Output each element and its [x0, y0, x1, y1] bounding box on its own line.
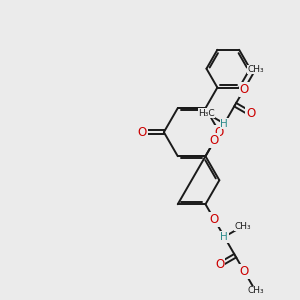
Text: H₃C: H₃C: [198, 109, 214, 118]
Text: H: H: [220, 118, 228, 129]
Text: O: O: [210, 134, 219, 147]
Text: O: O: [137, 126, 147, 139]
Text: O: O: [246, 107, 255, 120]
Text: O: O: [215, 258, 224, 271]
Text: CH₃: CH₃: [234, 222, 250, 231]
Text: O: O: [210, 213, 219, 226]
Text: H: H: [220, 232, 228, 242]
Text: O: O: [239, 265, 249, 278]
Text: CH₃: CH₃: [247, 286, 264, 296]
Text: O: O: [215, 126, 224, 139]
Text: CH₃: CH₃: [247, 65, 264, 74]
Text: O: O: [239, 83, 249, 96]
